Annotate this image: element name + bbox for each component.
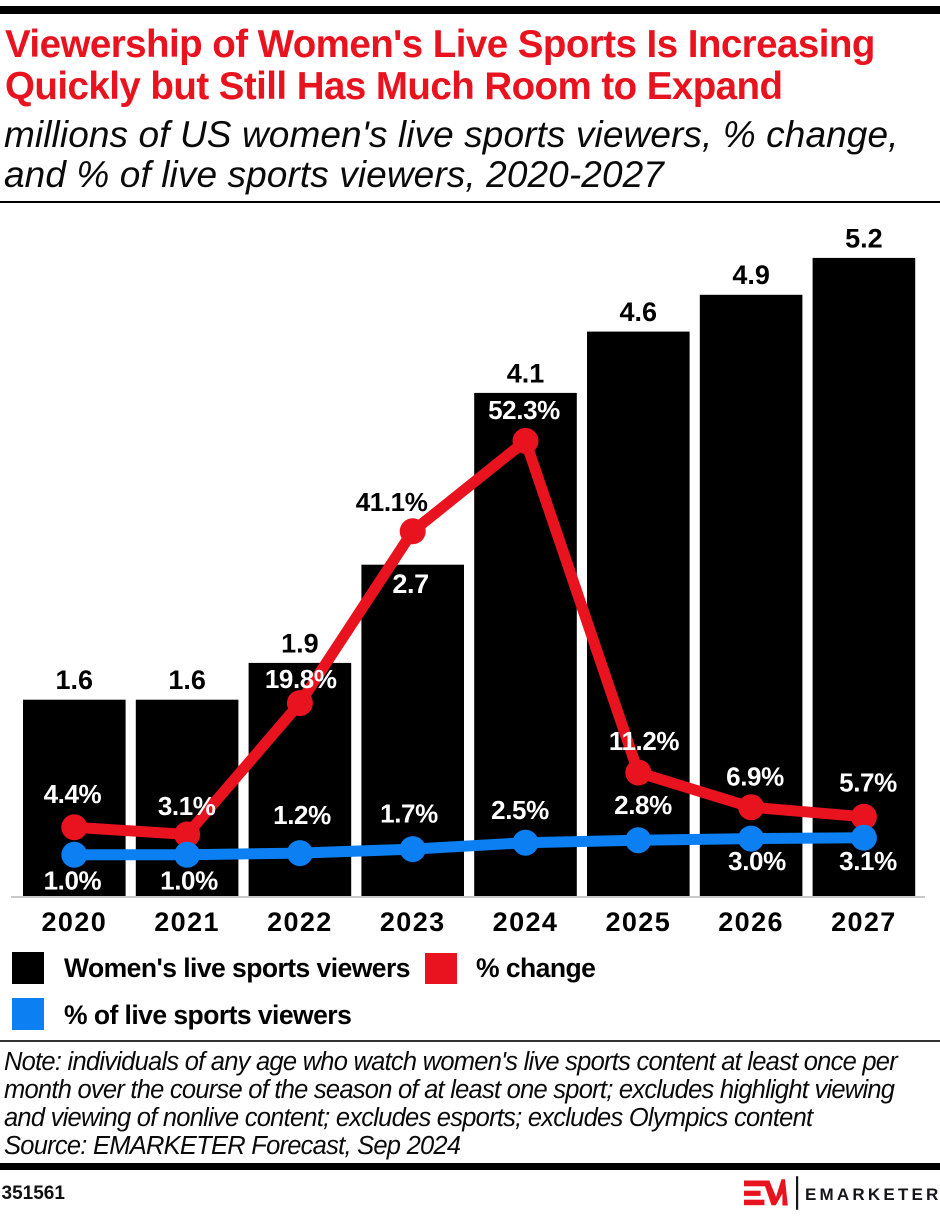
svg-text:2.8%: 2.8% [614,790,672,820]
svg-text:4.9: 4.9 [732,260,770,290]
svg-text:1.7%: 1.7% [380,799,438,829]
svg-text:11.2%: 11.2% [609,726,680,756]
svg-text:2021: 2021 [154,907,220,937]
svg-text:1.0%: 1.0% [160,866,218,896]
svg-text:2020: 2020 [41,907,107,937]
svg-text:41.1%: 41.1% [356,487,428,517]
svg-text:1.6: 1.6 [168,665,206,695]
svg-text:2023: 2023 [380,907,446,937]
svg-text:2.7: 2.7 [392,569,428,599]
svg-text:1.2%: 1.2% [273,800,331,830]
svg-text:2026: 2026 [718,907,784,937]
svg-text:2024: 2024 [493,907,559,937]
svg-text:1.6: 1.6 [56,665,94,695]
svg-text:2.5%: 2.5% [491,795,549,825]
svg-text:4.6: 4.6 [620,297,658,327]
svg-text:6.9%: 6.9% [726,762,784,792]
svg-text:52.3%: 52.3% [488,395,560,425]
svg-text:5.2: 5.2 [845,223,883,253]
svg-text:19.8%: 19.8% [265,664,337,694]
svg-text:3.1%: 3.1% [839,846,897,876]
svg-text:5.7%: 5.7% [839,768,897,798]
svg-text:1.0%: 1.0% [44,866,102,896]
svg-text:2025: 2025 [605,907,671,937]
svg-text:1.9: 1.9 [281,628,319,658]
svg-text:3.0%: 3.0% [728,846,786,876]
svg-text:2027: 2027 [831,907,897,937]
svg-text:4.1: 4.1 [507,358,545,388]
svg-text:3.1%: 3.1% [158,791,216,821]
svg-text:2022: 2022 [267,907,333,937]
svg-text:4.4%: 4.4% [44,779,102,809]
